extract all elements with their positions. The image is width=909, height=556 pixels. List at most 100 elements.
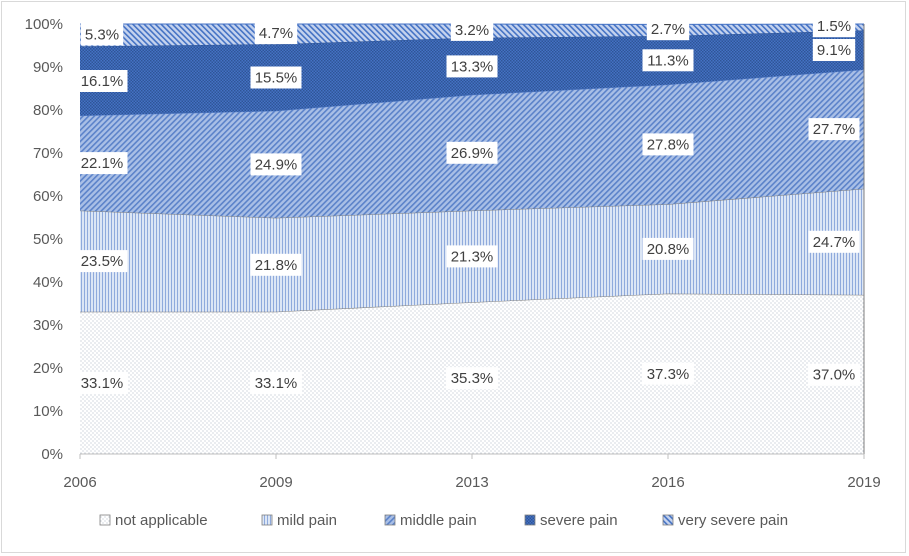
x-tick-label: 2013 [455,474,488,491]
data-label: 13.3% [446,55,498,78]
data-label-text: 22.1% [81,155,124,172]
data-label: 35.3% [446,367,498,390]
data-label-bg [76,70,128,92]
y-tick-label: 50% [33,231,63,248]
data-label-bg [446,55,498,78]
x-tick-label: 2009 [259,474,292,491]
legend-label: mild pain [277,512,337,529]
y-tick-label: 70% [33,145,63,162]
data-label-bg [808,363,860,386]
data-label-bg [76,250,128,273]
legend-label: very severe pain [678,512,788,529]
data-label: 33.1% [250,371,302,394]
data-label: 33.1% [76,371,128,394]
data-label: 26.9% [446,141,498,164]
legend-label: not applicable [115,512,208,529]
y-axis: 0% 10% 20% 30% 40% 50% 60% 70% 80% 90% 100% [25,16,63,463]
data-label-bg [812,15,856,38]
data-label-bg [446,245,498,268]
legend: not applicable mild pain middle pain severe… [99,512,788,529]
data-label-bg [76,152,128,175]
data-label-bg [808,118,860,141]
data-label-text: 27.7% [813,121,856,138]
data-label-text: 26.9% [451,145,494,162]
legend-swatch [261,514,273,526]
data-label-text: 3.2% [455,22,489,39]
y-tick-label: 0% [41,446,63,463]
data-label-text: 27.8% [647,136,690,153]
data-label-text: 33.1% [81,375,124,392]
legend-swatch [662,514,674,526]
data-label-text: 13.3% [451,58,494,75]
data-label-text: 37.3% [647,366,690,383]
y-tick-label: 20% [33,360,63,377]
data-label-bg [250,153,302,176]
y-tick-label: 30% [33,317,63,334]
data-label-bg [254,22,298,45]
data-label-text: 15.5% [255,70,298,87]
data-label-bg [642,237,694,260]
data-label-bg [812,39,856,61]
legend-item: not applicable [99,512,208,529]
data-label-bg [80,23,124,46]
data-label: 37.0% [808,363,860,386]
legend-label: middle pain [400,512,477,529]
data-label-bg [250,371,302,394]
data-label-text: 35.3% [451,370,494,387]
x-tick-label: 2019 [847,474,880,491]
legend-label: severe pain [540,512,618,529]
data-label-bg [446,141,498,164]
data-label: 21.3% [446,245,498,268]
data-label-bg [642,133,694,156]
data-label: 22.1% [76,152,128,175]
data-label-text: 20.8% [647,241,690,258]
data-label-bg [808,230,860,253]
legend-item: mild pain [261,512,337,529]
data-label-text: 2.7% [651,21,685,38]
data-label: 20.8% [642,237,694,260]
y-tick-label: 60% [33,188,63,205]
data-label-text: 24.7% [813,234,856,251]
data-label: 37.3% [642,362,694,385]
data-label-bg [250,66,302,89]
legend-swatch [99,514,111,526]
data-label: 9.1% [812,39,856,61]
data-label-bg [642,362,694,385]
data-label-bg [450,18,494,41]
x-axis: 2006 2009 2013 2016 2019 [63,453,881,491]
legend-item: severe pain [524,512,618,529]
y-tick-label: 100% [25,16,63,33]
data-label-layer: 33.1% 33.1% 35.3% 37.3% 37.0% 23.5% 21.8% 21.3%… [76,15,860,394]
data-label-text: 11.3% [647,52,688,69]
data-label: 24.7% [808,230,860,253]
data-label-bg [250,253,302,276]
y-tick-label: 40% [33,274,63,291]
data-label-text: 1.5% [817,18,851,35]
data-label: 3.2% [450,18,494,41]
y-tick-label: 10% [33,403,63,420]
data-label: 27.7% [808,118,860,141]
y-tick-label: 90% [33,59,63,76]
data-label: 2.7% [646,18,690,41]
data-label: 21.8% [250,253,302,276]
data-label-text: 9.1% [817,42,851,59]
legend-swatch [524,514,536,526]
data-label-text: 23.5% [81,253,124,270]
data-label-text: 21.8% [255,257,298,274]
data-label-text: 5.3% [85,26,119,43]
legend-item: middle pain [384,512,477,529]
y-tick-label: 80% [33,102,63,119]
data-label-text: 16.1% [81,73,124,90]
x-tick-label: 2016 [651,474,684,491]
data-label-text: 4.7% [259,25,293,42]
data-label: 23.5% [76,250,128,273]
data-label: 24.9% [250,153,302,176]
data-label-text: 33.1% [255,375,298,392]
legend-item: very severe pain [662,512,788,529]
data-label: 15.5% [250,66,302,89]
data-label: 27.8% [642,133,694,156]
data-label: 1.5% [812,15,856,38]
legend-swatch [384,514,396,526]
area-layer [79,23,865,454]
